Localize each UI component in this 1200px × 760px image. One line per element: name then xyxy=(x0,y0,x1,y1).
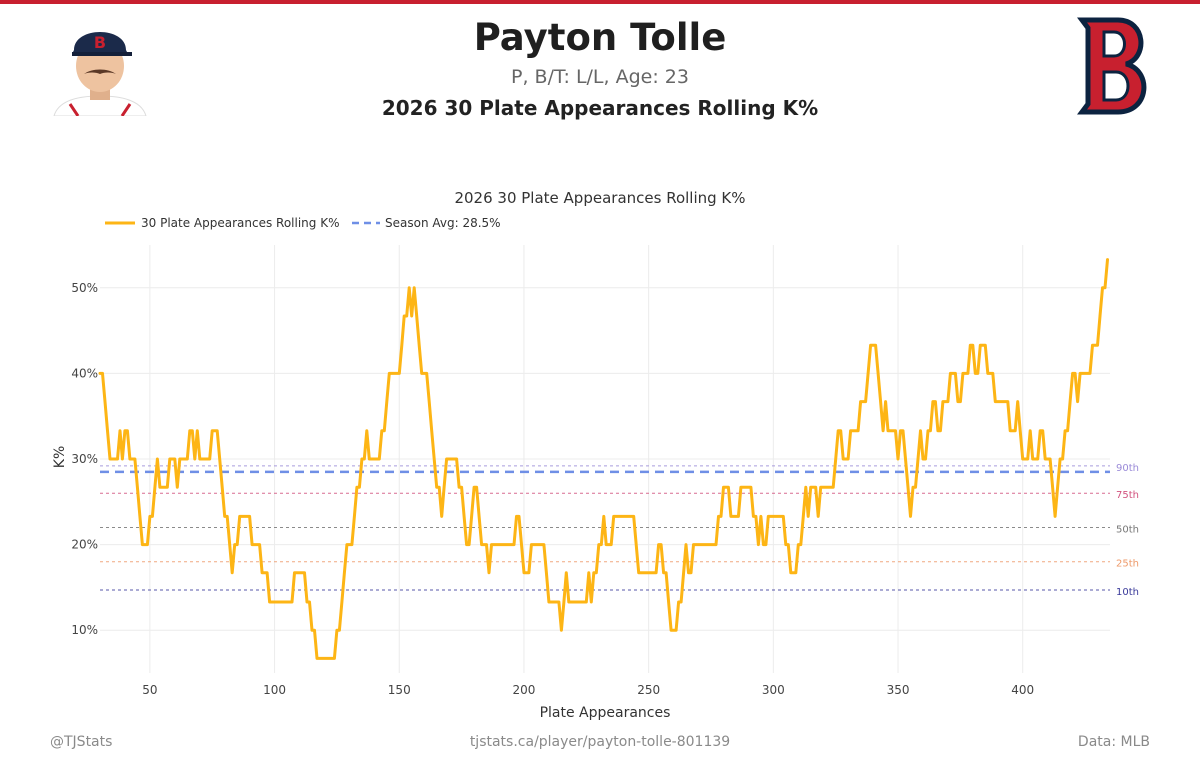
footer-url[interactable]: tjstats.ca/player/payton-tolle-801139 xyxy=(469,734,731,750)
x-tick-label: 200 xyxy=(512,683,535,697)
player-headshot: B xyxy=(53,32,147,116)
y-tick-label: 20% xyxy=(71,538,98,552)
x-tick-label: 50 xyxy=(142,683,157,697)
x-tick-label: 350 xyxy=(887,683,910,697)
footer-source: Data: MLB xyxy=(1077,734,1150,750)
accent-top-bar xyxy=(0,0,1200,4)
axes: 50 100 150 200 250 300 350 400 10% 20% 30% 40% 50% xyxy=(71,281,1034,697)
x-axis-label: Plate Appearances xyxy=(540,705,671,721)
y-tick-label: 50% xyxy=(71,281,98,295)
percentile-label-50th: 50th xyxy=(1116,524,1139,535)
x-tick-label: 150 xyxy=(388,683,411,697)
legend-label-season-avg: Season Avg: 28.5% xyxy=(385,216,501,230)
percentile-label-25th: 25th xyxy=(1116,559,1139,570)
grid xyxy=(100,245,1110,673)
x-tick-label: 300 xyxy=(762,683,785,697)
percentile-label-90th: 90th xyxy=(1116,463,1139,474)
series-layer xyxy=(98,258,1109,660)
footer-handle: @TJStats xyxy=(50,734,113,750)
y-tick-label: 10% xyxy=(71,623,98,637)
reference-lines: 90th 75th 50th 25th 10th xyxy=(100,463,1139,598)
percentile-label-10th: 10th xyxy=(1116,587,1139,598)
player-name: Payton Tolle xyxy=(473,16,727,59)
legend-label-rolling: 30 Plate Appearances Rolling K% xyxy=(141,216,339,230)
chart-title: 2026 30 Plate Appearances Rolling K% xyxy=(454,189,745,207)
x-tick-label: 250 xyxy=(637,683,660,697)
percentile-label-75th: 75th xyxy=(1116,490,1139,501)
x-tick-label: 100 xyxy=(263,683,286,697)
series-line-rolling-k xyxy=(98,258,1109,660)
y-tick-label: 30% xyxy=(71,452,98,466)
y-tick-label: 40% xyxy=(71,366,98,380)
red-sox-b-logo xyxy=(1077,17,1147,115)
chart-legend: 30 Plate Appearances Rolling K% Season A… xyxy=(105,216,501,230)
player-info: P, B/T: L/L, Age: 23 xyxy=(511,66,689,88)
svg-text:B: B xyxy=(94,33,106,52)
page-title: 2026 30 Plate Appearances Rolling K% xyxy=(381,96,819,120)
x-tick-label: 400 xyxy=(1011,683,1034,697)
y-axis-label: K% xyxy=(52,446,68,468)
